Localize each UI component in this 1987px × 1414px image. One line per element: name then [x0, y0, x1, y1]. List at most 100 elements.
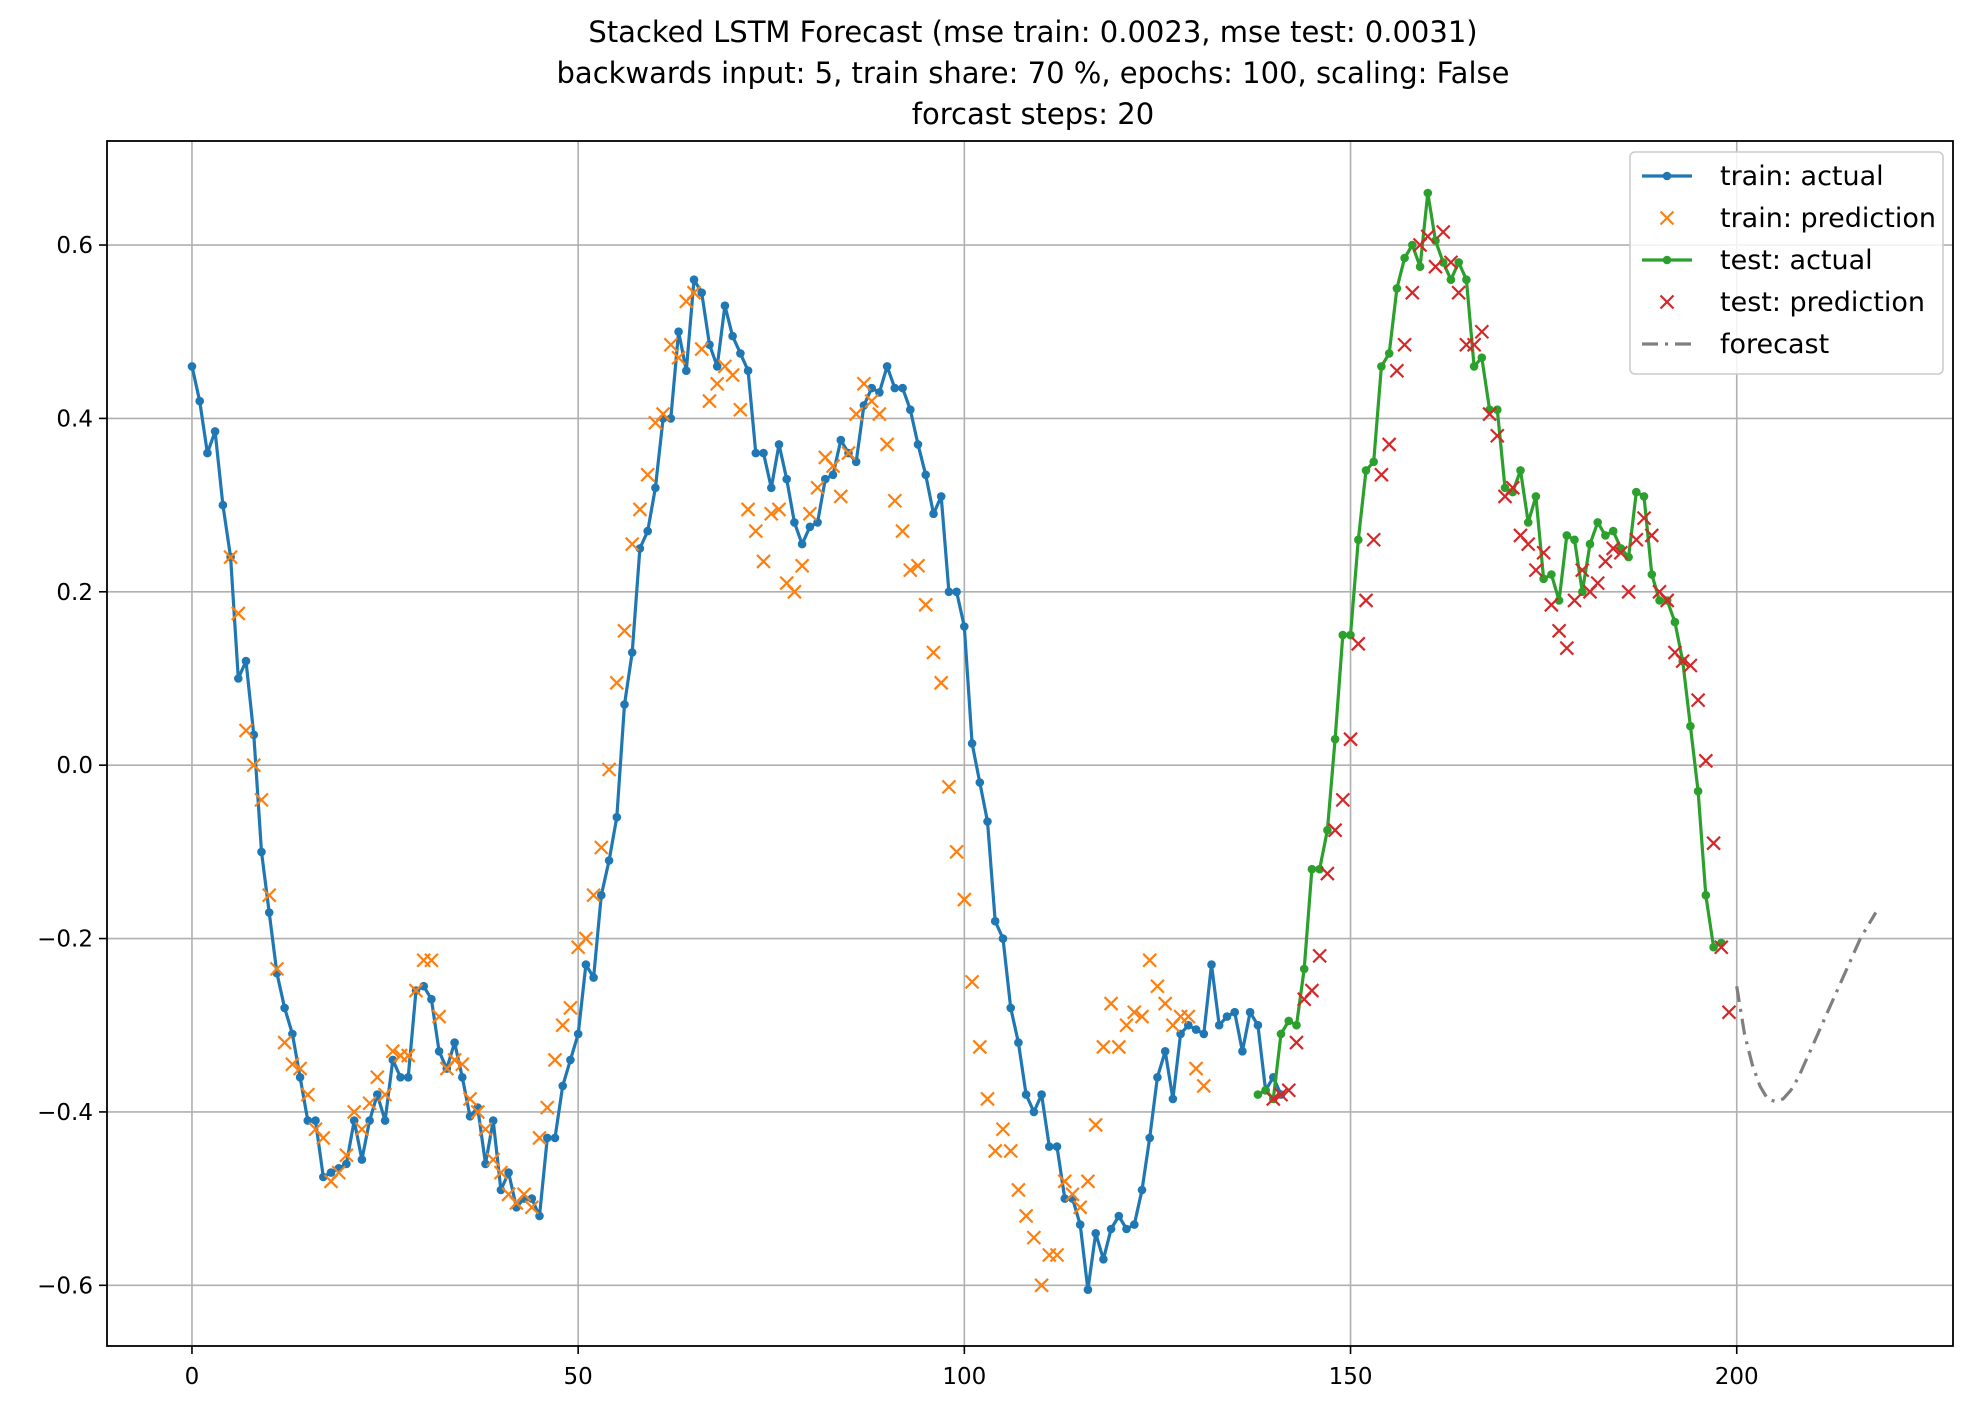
- test-prediction-marker: [1721, 1004, 1737, 1020]
- test-prediction-marker: [1544, 597, 1559, 613]
- test-prediction-marker: [1621, 584, 1636, 600]
- train-actual-point: [280, 1003, 289, 1013]
- train-actual-point: [450, 1038, 459, 1047]
- train-prediction-marker: [370, 1069, 385, 1085]
- train-actual-point: [682, 366, 691, 376]
- train-actual-point: [674, 327, 683, 337]
- train-actual-point: [504, 1168, 513, 1177]
- train-actual-point: [1122, 1224, 1131, 1234]
- train-actual-point: [1099, 1255, 1108, 1264]
- test-actual-point: [1701, 890, 1711, 900]
- train-prediction-marker: [763, 506, 779, 522]
- test-actual-point: [1415, 262, 1425, 272]
- train-actual-point: [1245, 1007, 1255, 1017]
- train-actual-point: [581, 960, 591, 969]
- train-prediction-marker: [794, 558, 810, 574]
- train-prediction-marker: [339, 1148, 354, 1163]
- train-prediction-marker: [1072, 1200, 1088, 1215]
- test-actual-point: [1292, 1020, 1301, 1030]
- train-prediction-marker: [895, 523, 910, 539]
- train-prediction-marker: [447, 1052, 462, 1068]
- test-actual-point: [1400, 253, 1409, 263]
- test-actual-point: [1693, 786, 1703, 796]
- test-prediction-marker: [1675, 653, 1690, 669]
- train-actual-point: [1091, 1229, 1100, 1238]
- test-actual-point: [1709, 942, 1718, 952]
- train-actual-point: [241, 656, 251, 666]
- test-prediction-marker: [1551, 623, 1567, 639]
- legend-label: forecast: [1720, 329, 1829, 360]
- y-tick-label: −0.4: [37, 1100, 93, 1126]
- train-actual-point: [187, 362, 197, 371]
- train-prediction-marker: [617, 623, 632, 639]
- train-actual-point: [1214, 1020, 1224, 1030]
- train-prediction-marker: [1034, 1278, 1049, 1293]
- train-actual-point: [1006, 1003, 1015, 1013]
- test-prediction-marker: [1698, 753, 1714, 769]
- test-prediction-marker: [1451, 285, 1466, 300]
- train-actual-point: [1191, 1025, 1201, 1034]
- title-line-1: Stacked LSTM Forecast (mse train: 0.0023…: [588, 15, 1477, 49]
- test-actual-point: [1462, 275, 1471, 285]
- train-prediction-marker: [740, 502, 756, 517]
- train-actual-point: [774, 440, 784, 449]
- train-prediction-marker: [671, 350, 686, 366]
- test-prediction-marker: [1683, 658, 1698, 673]
- train-prediction-marker: [624, 536, 640, 552]
- train-actual-point: [1137, 1185, 1147, 1195]
- train-prediction-marker: [586, 887, 601, 903]
- train-prediction-marker: [315, 1130, 331, 1146]
- train-prediction-marker: [864, 393, 879, 409]
- train-prediction-marker: [1150, 978, 1165, 994]
- legend-swatch-dot: [1662, 171, 1672, 181]
- train-actual-point: [1238, 1047, 1247, 1056]
- train-prediction-marker: [941, 779, 957, 795]
- train-actual-point: [458, 1073, 467, 1082]
- test-prediction-marker: [1659, 593, 1675, 608]
- train-prediction-marker: [594, 840, 609, 855]
- test-actual-point: [1299, 964, 1309, 974]
- series-train-prediction: [223, 285, 1212, 1293]
- test-prediction-marker: [1281, 1082, 1297, 1098]
- train-prediction-marker: [246, 757, 262, 773]
- train-actual-point: [1160, 1047, 1170, 1056]
- test-actual-point: [1330, 734, 1340, 744]
- train-actual-point: [1230, 1007, 1239, 1017]
- train-prediction-marker: [478, 1121, 493, 1137]
- train-prediction-marker: [385, 1043, 401, 1059]
- train-prediction-marker: [787, 584, 802, 600]
- test-actual-point: [1570, 535, 1579, 545]
- train-prediction-marker: [238, 723, 254, 738]
- train-actual-point: [403, 1073, 413, 1082]
- train-prediction-marker: [532, 1130, 547, 1146]
- train-actual-point: [736, 349, 745, 358]
- legend-swatch-dot: [1662, 255, 1672, 265]
- test-prediction-marker: [1405, 285, 1420, 300]
- legend-item-train-actual: train: actual: [1642, 161, 1884, 192]
- test-prediction-marker: [1435, 224, 1451, 240]
- train-actual-point: [203, 448, 212, 458]
- train-prediction-marker: [872, 406, 887, 422]
- test-actual-point: [1408, 240, 1417, 250]
- train-actual-point: [743, 366, 753, 376]
- train-actual-point: [1199, 1029, 1209, 1039]
- y-tick-label: 0.2: [56, 580, 93, 606]
- test-actual-point: [1547, 570, 1556, 579]
- train-actual-point: [960, 622, 969, 631]
- test-actual-point: [1338, 630, 1348, 640]
- x-tick-label: 200: [1715, 1364, 1759, 1390]
- train-prediction-marker: [910, 558, 926, 574]
- train-prediction-marker: [887, 493, 903, 509]
- train-prediction-marker: [277, 1035, 292, 1050]
- legend-label: train: prediction: [1720, 203, 1936, 234]
- test-actual-point: [1516, 466, 1525, 475]
- train-prediction-marker: [377, 1087, 393, 1102]
- train-actual-point: [380, 1116, 390, 1125]
- train-actual-point: [767, 483, 776, 493]
- train-prediction-marker: [1181, 1009, 1196, 1024]
- train-prediction-marker: [555, 1017, 570, 1033]
- train-actual-point: [1114, 1211, 1124, 1221]
- train-actual-point: [1014, 1038, 1023, 1047]
- series-forecast: [1735, 911, 1878, 1104]
